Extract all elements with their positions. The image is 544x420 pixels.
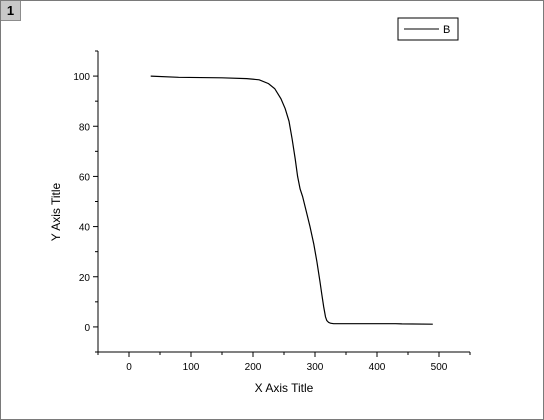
- y-tick-label: 0: [84, 323, 90, 334]
- layer-tab[interactable]: 1: [1, 1, 21, 21]
- x-tick-label: 100: [183, 362, 200, 373]
- y-axis-title[interactable]: Y Axis Title: [49, 182, 63, 241]
- y-tick-label: 20: [79, 273, 91, 284]
- y-tick-label: 40: [79, 223, 91, 234]
- axes: [93, 50, 471, 357]
- y-tick-label: 100: [73, 72, 90, 83]
- x-tick-label: 0: [126, 362, 132, 373]
- x-tick-label: 400: [369, 362, 386, 373]
- y-tick-labels: 0 20 40 60 80 100: [73, 72, 90, 334]
- legend[interactable]: B: [397, 17, 459, 41]
- series-group: [150, 75, 433, 325]
- x-tick-label: 300: [307, 362, 324, 373]
- series-line-b[interactable]: [150, 75, 433, 325]
- x-tick-label: 200: [245, 362, 262, 373]
- y-tick-label: 80: [79, 122, 91, 133]
- y-tick-label: 60: [79, 172, 91, 183]
- x-tick-labels: 0 100 200 300 400 500: [126, 362, 448, 373]
- x-axis-title[interactable]: X Axis Title: [255, 381, 314, 395]
- legend-label-b: B: [443, 24, 450, 36]
- x-tick-label: 500: [431, 362, 448, 373]
